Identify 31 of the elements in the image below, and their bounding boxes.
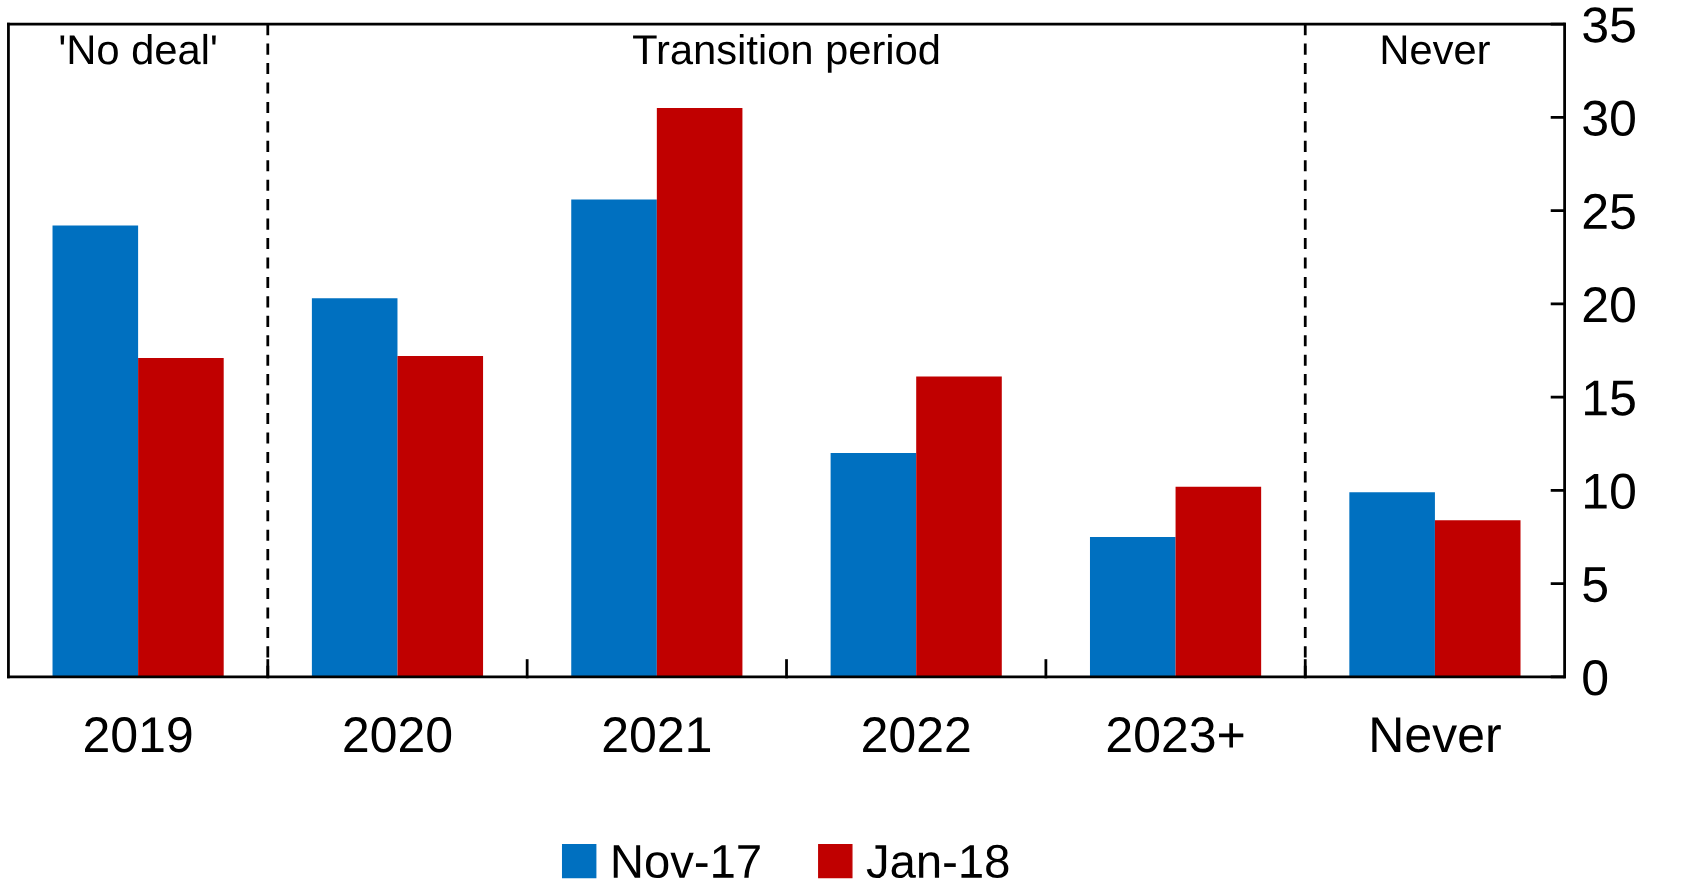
bar — [1434, 520, 1521, 677]
x-tick-label: 2022 — [863, 717, 970, 753]
bar — [1089, 537, 1176, 677]
y-tick-label: 5 — [1583, 567, 1607, 603]
legend-label: Nov-17 — [613, 845, 760, 879]
y-tick-label: 35 — [1583, 7, 1635, 43]
bar — [656, 108, 743, 677]
y-tick-label: 30 — [1583, 100, 1635, 136]
x-tick-label: 2020 — [344, 717, 452, 753]
y-tick-label: 20 — [1583, 287, 1635, 323]
bar — [1349, 492, 1435, 677]
bar — [397, 356, 484, 677]
bar — [1175, 486, 1262, 677]
x-tick-label: 2021 — [603, 717, 711, 753]
y-tick-label: 15 — [1585, 380, 1635, 416]
x-tick-label: Never — [1372, 717, 1501, 753]
bar — [571, 199, 657, 677]
bar — [138, 357, 224, 677]
x-tick-label: 2023+ — [1107, 717, 1244, 753]
legend-label: Jan-18 — [866, 844, 1009, 879]
y-tick-label: 10 — [1585, 473, 1635, 509]
y-tick-label: 25 — [1583, 193, 1635, 230]
bar — [311, 298, 398, 677]
annotation: Transition period — [633, 33, 939, 73]
annotation: 'No deal' — [60, 33, 216, 65]
annotation: Never — [1382, 35, 1490, 65]
bar — [52, 225, 139, 677]
y-tick-label: 0 — [1583, 660, 1608, 696]
x-tick-label: 2019 — [85, 717, 192, 753]
bar — [916, 376, 1002, 677]
bar — [830, 453, 917, 677]
